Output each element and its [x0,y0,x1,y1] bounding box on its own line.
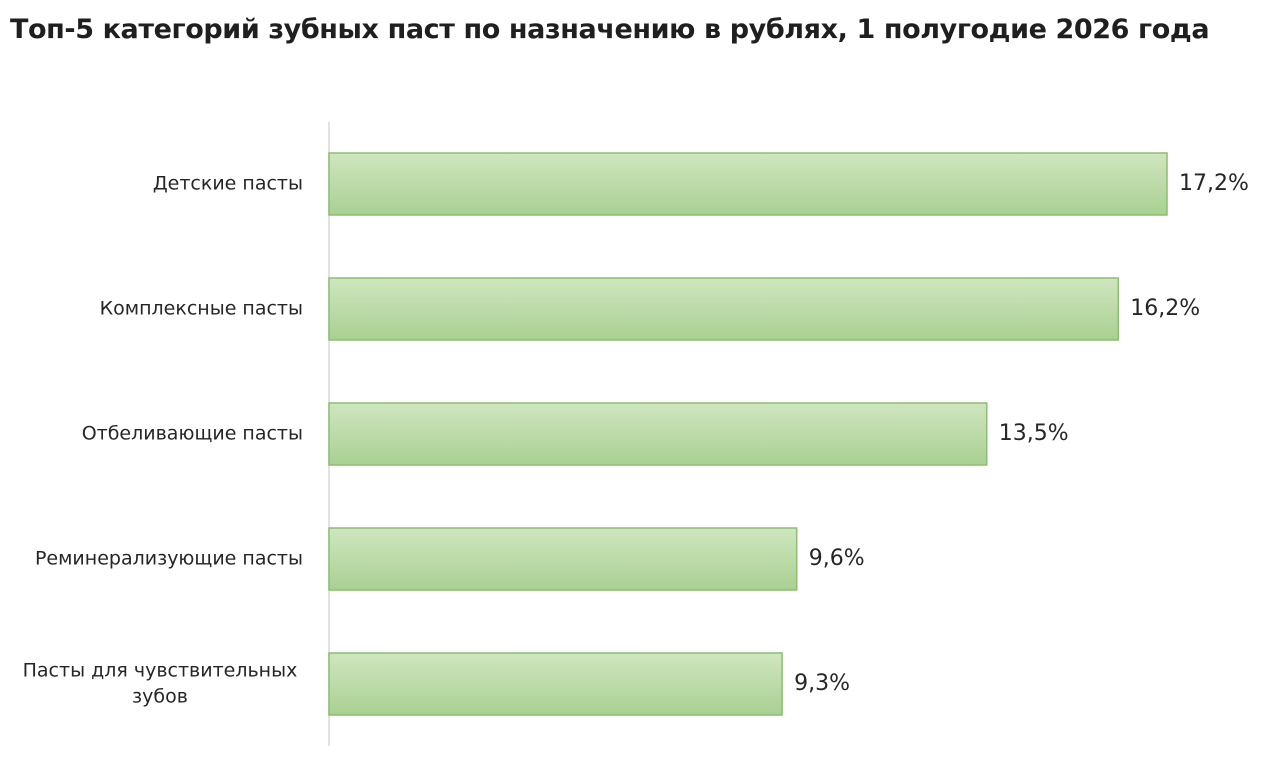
bar [328,152,1168,216]
bar [328,277,1120,341]
bar [328,402,988,466]
category-label: Отбеливающие пасты [82,423,303,445]
bar [328,652,783,716]
data-label: 17,2% [1179,171,1249,196]
category-label-line: Пасты для чувствительных [23,660,298,682]
data-label: 16,2% [1130,296,1200,321]
category-label-line: зубов [132,686,188,708]
chart-title: Топ-5 категорий зубных паст по назначени… [10,14,1210,45]
data-label: 9,6% [809,546,865,571]
category-label: Пасты для чувствительных зубов [23,660,298,708]
category-label: Реминерализующие пасты [35,548,303,570]
category-label: Детские пасты [153,173,303,195]
category-label: Комплексные пасты [100,298,303,320]
data-label: 9,3% [794,671,850,696]
bar [328,527,798,591]
data-label: 13,5% [999,421,1069,446]
